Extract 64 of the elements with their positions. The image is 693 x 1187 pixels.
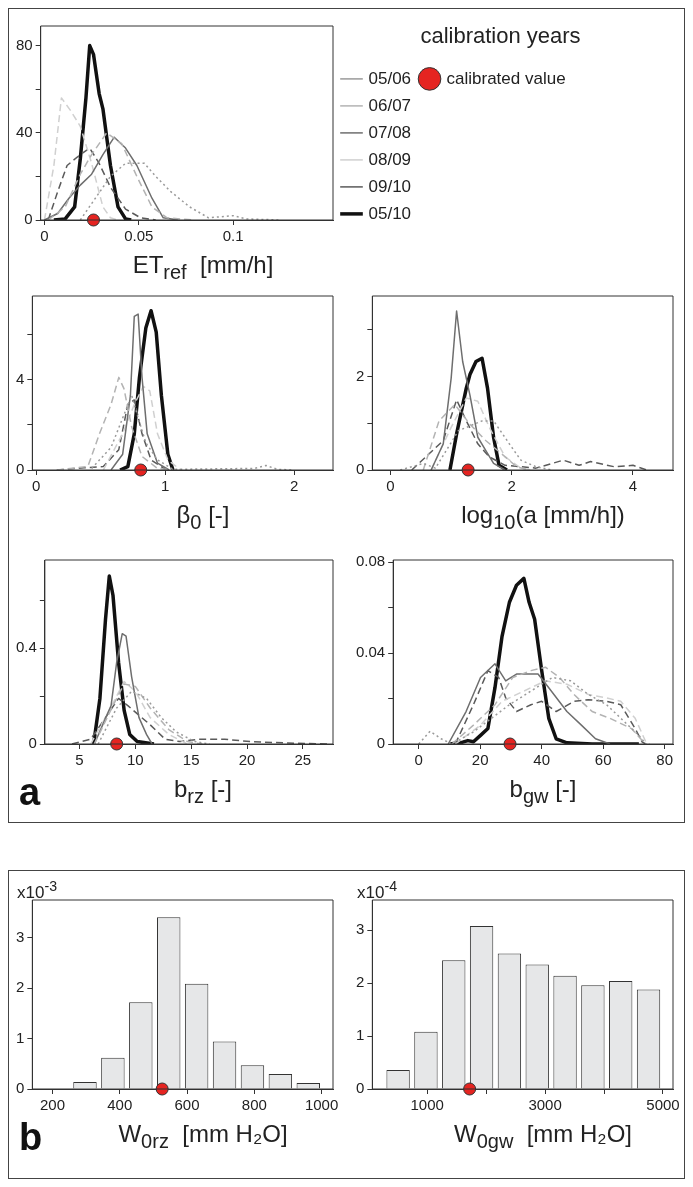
- x-tick-label: 1: [161, 477, 170, 495]
- y-tick-label: 0.04: [355, 643, 386, 661]
- legend-label: 09/10: [368, 176, 412, 196]
- x-axis-title: ET$_{ref}$ [mm/h]: [131, 251, 275, 284]
- x-axis-title: b$_{rz}$ [-]: [173, 775, 233, 808]
- x-tick-label: 400: [107, 1096, 133, 1114]
- x-axis-title: W$_{0gw}$ [mm H₂O]: [453, 1120, 633, 1153]
- x-tick-label: 0.05: [124, 227, 154, 245]
- legend-label: 05/06: [368, 68, 412, 88]
- legend-label: 06/07: [368, 95, 412, 115]
- text: a: [19, 770, 41, 814]
- x-axis-title: log$_{10}$(a [mm/h]): [460, 501, 626, 534]
- x-tick-label: 5000: [646, 1096, 680, 1114]
- x-tick-label: 5: [75, 751, 84, 769]
- y-tick-label: 0: [28, 734, 37, 752]
- y-tick-label: 0: [376, 734, 386, 752]
- legend-label: 05/10: [368, 203, 412, 223]
- legend-title: calibration years: [420, 23, 581, 49]
- y-tick-label: 2: [16, 978, 25, 996]
- x-tick-label: 0.1: [222, 227, 244, 245]
- y-tick-label: 40: [16, 122, 33, 140]
- x-tick-label: 200: [40, 1096, 66, 1114]
- x-tick-label: 800: [241, 1096, 267, 1114]
- y-tick-label: 3: [356, 920, 365, 938]
- x-tick-label: 60: [594, 751, 612, 769]
- x-tick-label: 20: [471, 751, 489, 769]
- y-tick-label: 2: [356, 366, 365, 384]
- x-tick-label: 4: [628, 477, 638, 495]
- y-tick-label: 0: [16, 1079, 25, 1097]
- y-axis-title: x10$^{-4}$: [357, 878, 398, 903]
- x-tick-label: 600: [174, 1096, 200, 1114]
- legend-label: 08/09: [368, 149, 412, 169]
- x-axis-title: W$_{0rz}$ [mm H₂O]: [117, 1120, 289, 1153]
- x-tick-label: 1000: [304, 1096, 339, 1114]
- y-tick-label: 0: [24, 210, 33, 228]
- x-axis-title: β$_{0}$ [-]: [175, 501, 231, 534]
- x-tick-label: 25: [294, 751, 312, 769]
- x-tick-label: 15: [182, 751, 200, 769]
- y-tick-label: 4: [16, 369, 25, 387]
- x-tick-label: 2: [507, 477, 516, 495]
- y-axis-title: x10$^{-3}$: [17, 878, 58, 903]
- y-tick-label: 0: [16, 460, 25, 478]
- x-tick-label: 0: [414, 751, 423, 769]
- legend-label: 07/08: [368, 122, 412, 142]
- text: b: [19, 1115, 43, 1159]
- x-axis-title: b$_{gw}$ [-]: [508, 775, 578, 808]
- legend-label: calibrated value: [446, 68, 566, 88]
- x-tick-label: 10: [126, 751, 144, 769]
- y-tick-label: 0: [356, 1079, 365, 1097]
- x-tick-label: 2: [290, 477, 299, 495]
- y-tick-label: 1: [356, 1026, 365, 1044]
- y-tick-label: 3: [16, 927, 25, 945]
- x-tick-label: 3000: [528, 1096, 562, 1114]
- x-tick-label: 0: [40, 227, 49, 245]
- y-tick-label: 0.4: [15, 638, 37, 656]
- y-tick-label: 80: [16, 35, 33, 53]
- y-tick-label: 0.08: [355, 552, 386, 570]
- x-tick-label: 20: [238, 751, 256, 769]
- x-tick-label: 1000: [410, 1096, 444, 1114]
- y-tick-label: 2: [356, 973, 365, 991]
- y-tick-label: 0: [356, 460, 365, 478]
- x-tick-label: 80: [656, 751, 674, 769]
- y-tick-label: 1: [16, 1028, 25, 1046]
- x-tick-label: 40: [533, 751, 551, 769]
